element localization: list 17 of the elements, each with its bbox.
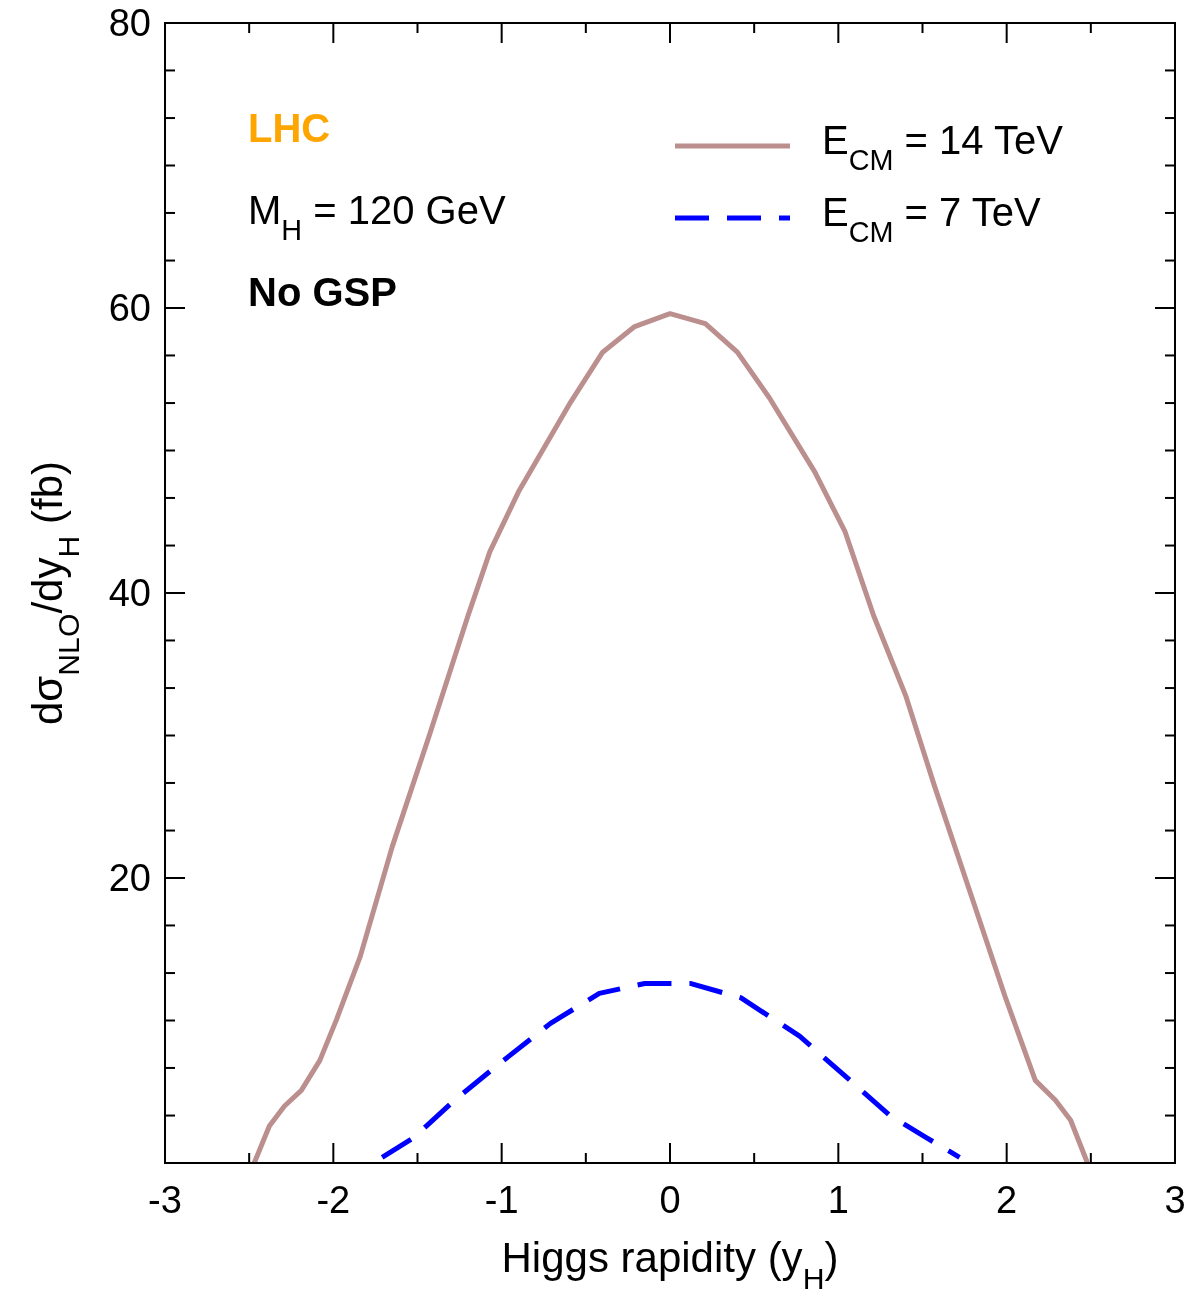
y-tick-label: 80 [108,2,151,44]
x-tick-label: -1 [484,1179,519,1221]
x-tick-label: 3 [1164,1179,1186,1221]
annotation: M$_{H}$ = 120 GeV [248,188,506,246]
legend-label: E$_{CM}$ = 14 TeV [822,118,1064,176]
annotation: No GSP [248,270,397,314]
x-tick-label: 0 [659,1179,681,1221]
x-tick-label: -2 [316,1179,351,1221]
x-tick-label: 2 [996,1179,1018,1221]
annotation: LHC [248,106,331,150]
legend-label: E$_{CM}$ = 7 TeV [822,190,1041,248]
x-axis-title: Higgs rapidity (y$_{H}$) [501,1234,839,1295]
y-tick-label: 60 [108,287,151,329]
x-tick-label: -3 [148,1179,182,1221]
y-tick-label: 20 [108,857,151,899]
y-tick-label: 40 [108,572,151,614]
x-tick-label: 1 [827,1179,849,1221]
